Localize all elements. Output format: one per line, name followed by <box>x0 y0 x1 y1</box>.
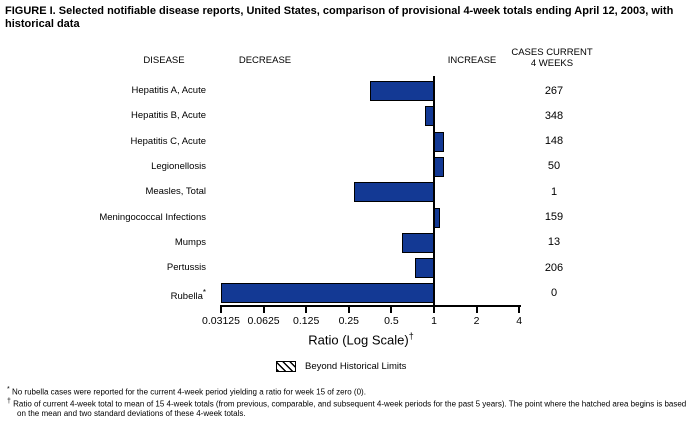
axis-tick-label: 1 <box>431 315 437 327</box>
column-header-decrease: DECREASE <box>238 55 292 66</box>
baseline-ratio-1-line <box>433 76 435 313</box>
footnote-asterisk-text: No rubella cases were reported for the c… <box>11 387 366 397</box>
footnote-asterisk: * No rubella cases were reported for the… <box>5 385 691 397</box>
disease-label: Hepatitis A, Acute <box>30 85 206 97</box>
axis-tick <box>305 305 308 313</box>
ratio-bar <box>414 258 435 279</box>
disease-label: Pertussis <box>30 262 206 274</box>
axis-tick-label: 4 <box>516 315 523 327</box>
ratio-bar <box>369 81 435 101</box>
cases-value: 348 <box>544 109 564 122</box>
disease-label: Legionellosis <box>30 161 206 173</box>
column-header-cases-line1: CASES CURRENT <box>511 47 593 58</box>
column-header-cases: CASES CURRENT 4 WEEKS <box>492 47 612 69</box>
axis-tick <box>475 305 478 313</box>
cases-value: 0 <box>550 286 558 299</box>
disease-label-text: Hepatitis A, Acute <box>131 85 206 96</box>
disease-label-text: Mumps <box>174 236 206 248</box>
cases-value: 206 <box>544 261 564 274</box>
cases-value: 267 <box>544 84 564 97</box>
disease-label-text: Legionellosis <box>151 160 206 172</box>
disease-label: Meningococcal Infections <box>30 212 206 224</box>
disease-label-text: Pertussis <box>166 262 206 274</box>
cases-value: 148 <box>544 135 564 148</box>
axis-tick <box>390 305 393 313</box>
axis-tick-label: 0.5 <box>384 315 399 327</box>
ratio-bar <box>353 182 435 203</box>
disease-label: Measles, Total <box>30 186 206 198</box>
disease-label-text: Meningococcal Infections <box>99 211 206 223</box>
figure-title: FIGURE I. Selected notifiable disease re… <box>5 5 674 30</box>
cases-value: 1 <box>550 185 558 198</box>
ratio-bar <box>401 232 435 253</box>
footnote-asterisk-marker: * <box>7 386 10 393</box>
disease-label-text: Rubella <box>170 291 203 303</box>
axis-tick-label: 2 <box>473 315 480 327</box>
footnote-dagger-text: Ratio of current 4-week total to mean of… <box>13 399 687 419</box>
column-header-disease: DISEASE <box>143 55 185 66</box>
axis-tick-label: 0.03125 <box>202 315 240 327</box>
axis-tick <box>347 305 350 313</box>
x-axis-title-text: Ratio (Log Scale) <box>308 332 409 348</box>
axis-tick <box>220 305 222 313</box>
x-axis-title: Ratio (Log Scale)† <box>261 331 461 347</box>
disease-label: Hepatitis C, Acute <box>30 136 206 148</box>
cases-value: 159 <box>544 211 564 223</box>
disease-label-marker: * <box>202 288 206 298</box>
axis-tick-label: 0.25 <box>338 315 360 327</box>
disease-label: Hepatitis B, Acute <box>30 110 206 122</box>
cases-value: 13 <box>547 236 561 249</box>
axis-tick <box>262 305 265 313</box>
column-header-cases-line2: 4 WEEKS <box>530 58 574 69</box>
column-header-increase: INCREASE <box>447 55 497 66</box>
disease-label: Mumps <box>30 237 206 249</box>
ratio-bar <box>434 156 444 177</box>
disease-label-text: Hepatitis B, Acute <box>131 110 206 122</box>
ratio-bar <box>434 131 444 152</box>
hatched-swatch-icon <box>276 361 296 372</box>
footnote-dagger-marker: † <box>7 398 11 406</box>
ratio-bar <box>221 283 435 304</box>
cases-value: 50 <box>547 160 561 173</box>
axis-tick-label: 0.0625 <box>247 315 280 327</box>
axis-tick-label: 0.125 <box>293 315 320 327</box>
disease-label: Rubella* <box>30 287 206 303</box>
x-axis-line <box>220 305 521 307</box>
footnote-dagger: † Ratio of current 4-week total to mean … <box>5 397 691 418</box>
footnotes: * No rubella cases were reported for the… <box>5 385 691 419</box>
disease-label-text: Hepatitis C, Acute <box>130 135 206 147</box>
legend-label: Beyond Historical Limits <box>305 361 407 372</box>
disease-label-text: Measles, Total <box>145 186 206 198</box>
x-axis-title-dagger: † <box>408 331 414 341</box>
axis-tick <box>518 305 521 313</box>
